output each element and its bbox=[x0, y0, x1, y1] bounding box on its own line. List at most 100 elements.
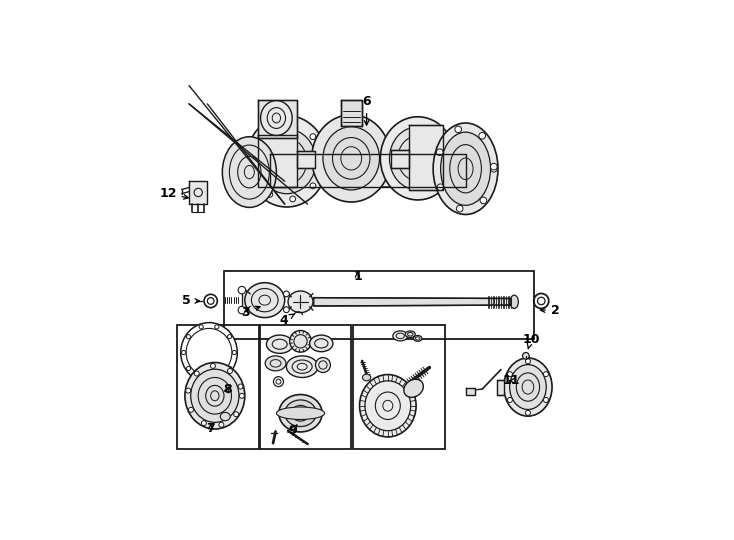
Circle shape bbox=[310, 183, 316, 189]
Text: 12: 12 bbox=[159, 187, 189, 200]
Text: 6: 6 bbox=[363, 95, 371, 125]
Ellipse shape bbox=[405, 331, 415, 338]
Circle shape bbox=[318, 158, 324, 164]
Ellipse shape bbox=[191, 369, 239, 422]
Polygon shape bbox=[297, 151, 315, 168]
Text: 2: 2 bbox=[540, 303, 559, 316]
Circle shape bbox=[267, 125, 272, 131]
Circle shape bbox=[290, 196, 296, 202]
Circle shape bbox=[228, 335, 232, 339]
Circle shape bbox=[233, 411, 239, 417]
Ellipse shape bbox=[244, 282, 285, 318]
Polygon shape bbox=[341, 100, 362, 126]
Circle shape bbox=[228, 368, 233, 374]
Polygon shape bbox=[258, 100, 297, 138]
Circle shape bbox=[232, 350, 236, 355]
Circle shape bbox=[490, 163, 497, 170]
Circle shape bbox=[310, 134, 316, 139]
Circle shape bbox=[543, 397, 548, 402]
Circle shape bbox=[181, 350, 186, 355]
Circle shape bbox=[238, 286, 246, 294]
Text: 8: 8 bbox=[223, 383, 232, 396]
Text: 5: 5 bbox=[182, 294, 200, 307]
Circle shape bbox=[316, 357, 330, 373]
Circle shape bbox=[455, 126, 462, 133]
Text: 10: 10 bbox=[522, 333, 539, 349]
Circle shape bbox=[437, 184, 444, 191]
Circle shape bbox=[239, 393, 244, 399]
Bar bbox=[260, 325, 352, 449]
Circle shape bbox=[195, 371, 199, 376]
Circle shape bbox=[283, 291, 289, 297]
Ellipse shape bbox=[279, 395, 322, 432]
Circle shape bbox=[219, 422, 224, 427]
Circle shape bbox=[290, 330, 311, 352]
Ellipse shape bbox=[433, 123, 498, 214]
Ellipse shape bbox=[286, 356, 318, 377]
Circle shape bbox=[490, 165, 497, 172]
Circle shape bbox=[252, 145, 258, 151]
Ellipse shape bbox=[360, 375, 416, 437]
Circle shape bbox=[290, 120, 296, 126]
Circle shape bbox=[543, 372, 548, 377]
Ellipse shape bbox=[323, 127, 379, 190]
Circle shape bbox=[189, 407, 194, 413]
Circle shape bbox=[252, 171, 258, 177]
Circle shape bbox=[215, 325, 219, 329]
Ellipse shape bbox=[363, 374, 371, 381]
Circle shape bbox=[283, 307, 289, 313]
Circle shape bbox=[523, 353, 529, 359]
Polygon shape bbox=[189, 181, 208, 204]
Ellipse shape bbox=[390, 127, 446, 190]
Ellipse shape bbox=[181, 322, 237, 382]
Ellipse shape bbox=[266, 335, 293, 353]
Circle shape bbox=[228, 366, 232, 370]
Ellipse shape bbox=[504, 358, 552, 416]
Ellipse shape bbox=[509, 364, 546, 409]
Circle shape bbox=[480, 197, 487, 204]
Ellipse shape bbox=[261, 100, 292, 136]
Ellipse shape bbox=[222, 137, 277, 207]
Ellipse shape bbox=[413, 335, 422, 341]
Text: 4: 4 bbox=[279, 314, 294, 327]
Circle shape bbox=[267, 192, 272, 197]
Text: 11: 11 bbox=[502, 374, 520, 387]
Ellipse shape bbox=[380, 117, 455, 200]
Ellipse shape bbox=[220, 413, 230, 421]
Bar bbox=[178, 325, 258, 449]
Polygon shape bbox=[314, 298, 512, 306]
Circle shape bbox=[479, 132, 485, 139]
Bar bbox=[353, 325, 445, 449]
Polygon shape bbox=[270, 154, 465, 187]
Text: 9: 9 bbox=[288, 424, 297, 437]
Circle shape bbox=[186, 366, 191, 370]
Circle shape bbox=[526, 359, 531, 364]
Circle shape bbox=[526, 410, 531, 415]
Circle shape bbox=[199, 325, 203, 329]
Ellipse shape bbox=[265, 356, 286, 371]
Polygon shape bbox=[497, 380, 504, 395]
Polygon shape bbox=[410, 125, 443, 190]
Text: 3: 3 bbox=[241, 306, 260, 319]
Circle shape bbox=[507, 372, 512, 377]
Polygon shape bbox=[391, 150, 409, 168]
Ellipse shape bbox=[246, 116, 327, 207]
Bar bbox=[225, 271, 534, 339]
Circle shape bbox=[186, 388, 191, 393]
Ellipse shape bbox=[393, 331, 408, 341]
Circle shape bbox=[437, 149, 443, 156]
Circle shape bbox=[201, 421, 206, 426]
Ellipse shape bbox=[413, 152, 423, 164]
Ellipse shape bbox=[277, 407, 324, 420]
Circle shape bbox=[457, 205, 463, 212]
Circle shape bbox=[215, 376, 219, 380]
Ellipse shape bbox=[312, 114, 390, 202]
Ellipse shape bbox=[310, 335, 333, 352]
Circle shape bbox=[238, 306, 246, 314]
Ellipse shape bbox=[440, 132, 490, 205]
Ellipse shape bbox=[281, 154, 293, 168]
Ellipse shape bbox=[185, 362, 244, 429]
Circle shape bbox=[211, 363, 216, 368]
Text: 1: 1 bbox=[353, 271, 362, 284]
Circle shape bbox=[199, 376, 203, 380]
